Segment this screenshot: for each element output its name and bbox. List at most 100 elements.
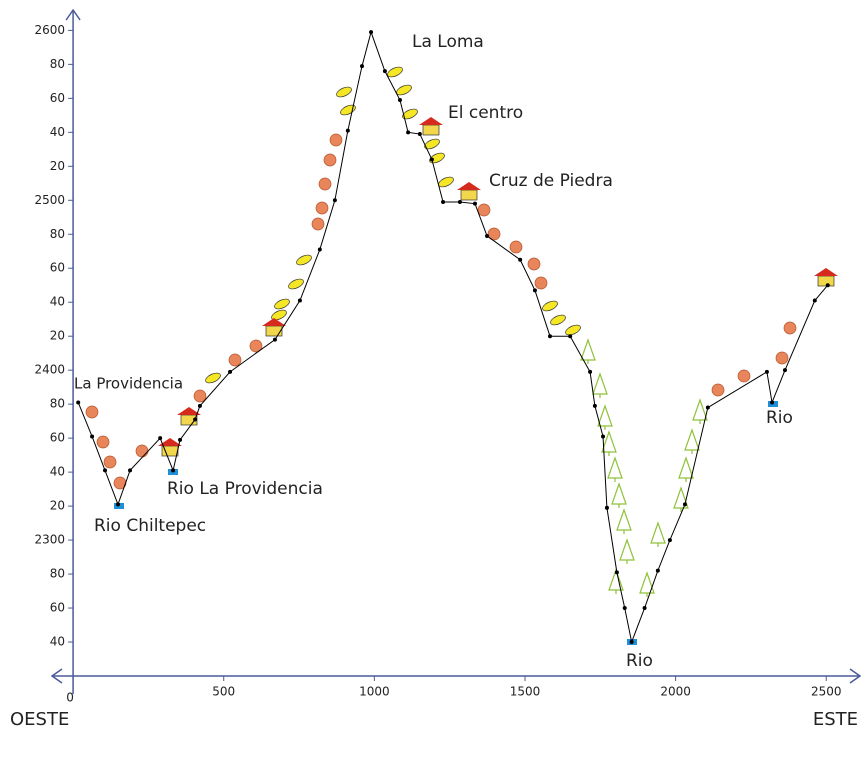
orange-icon (527, 257, 541, 271)
orange-icon (228, 353, 242, 367)
orange-icon (487, 227, 501, 241)
profile-point (547, 334, 552, 339)
profile-point (764, 369, 769, 374)
profile-point (382, 69, 387, 74)
x-tick-label: 0 (66, 691, 74, 705)
annotation: El centro (448, 103, 523, 123)
profile-point (197, 403, 202, 408)
y-tick-label: 20 (50, 499, 65, 513)
orange-icon (329, 133, 343, 147)
profile-point (568, 334, 573, 339)
tree-icon (601, 430, 617, 456)
tree-icon (611, 482, 627, 508)
pepper-icon (340, 104, 356, 116)
orange-icon (96, 435, 110, 449)
x-end-label: ESTE (813, 709, 858, 730)
y-tick-label: 40 (50, 295, 65, 309)
y-tick-label: 60 (50, 261, 65, 275)
profile-point (472, 201, 477, 206)
pepper-icon (274, 298, 290, 310)
house-roof (419, 117, 443, 125)
profile-point (103, 468, 108, 473)
profile-point (360, 64, 365, 69)
pepper-icon (296, 254, 312, 266)
house-icon (460, 189, 478, 201)
profile-point (397, 98, 402, 103)
profile-point (441, 199, 446, 204)
tree-icon (616, 508, 632, 534)
y-tick-label: 2600 (35, 23, 66, 37)
profile-point (158, 436, 163, 441)
orange-icon (534, 276, 548, 290)
profile-point (317, 247, 322, 252)
house-roof (177, 407, 201, 415)
profile-point (532, 288, 537, 293)
y-tick-label: 40 (50, 635, 65, 649)
profile-point (629, 640, 634, 645)
annotation: Rio Chiltepec (94, 516, 206, 536)
profile-point (705, 405, 710, 410)
y-tick-label: 40 (50, 465, 65, 479)
tree-icon (650, 521, 666, 547)
x-start-label: OESTE (10, 709, 69, 730)
profile-point (90, 434, 95, 439)
profile-point (518, 257, 523, 262)
annotation: Rio (626, 651, 653, 671)
annotation: La Loma (412, 32, 484, 52)
y-tick-label: 80 (50, 227, 65, 241)
profile-point (417, 132, 422, 137)
x-tick-label: 1000 (359, 685, 390, 699)
annotation: Rio (766, 408, 793, 428)
profile-point (604, 505, 609, 510)
tree-icon (692, 398, 708, 424)
profile-point (228, 369, 233, 374)
y-tick-label: 80 (50, 57, 65, 71)
profile-point (272, 337, 277, 342)
profile-point (345, 128, 350, 133)
orange-icon (103, 455, 117, 469)
orange-icon (477, 203, 491, 217)
profile-line (77, 30, 829, 644)
tree-icon (639, 571, 655, 597)
orange-icon (323, 153, 337, 167)
x-tick-label: 2000 (660, 685, 691, 699)
orange-icon (315, 201, 329, 215)
pepper-icon (387, 66, 403, 78)
profile-point (592, 403, 597, 408)
orange-icon (249, 339, 263, 353)
profile-point (682, 502, 687, 507)
orange-icon (737, 369, 751, 383)
profile-point (655, 568, 660, 573)
pepper-icon (336, 86, 352, 98)
tree-icon (592, 372, 608, 398)
profile-point (782, 368, 787, 373)
profile-point (457, 199, 462, 204)
profile-point (642, 606, 647, 611)
pepper-icon (550, 314, 566, 326)
x-tick-label: 1500 (510, 685, 541, 699)
y-tick-label: 40 (50, 125, 65, 139)
orange-icon (193, 389, 207, 403)
pepper-icon (542, 300, 558, 312)
orange-icon (509, 240, 523, 254)
y-tick-label: 2400 (35, 363, 66, 377)
profile-point (128, 468, 133, 473)
annotation: Rio La Providencia (167, 479, 323, 499)
pepper-icon (424, 138, 440, 150)
pepper-icon (288, 278, 304, 290)
profile-point (429, 157, 434, 162)
profile-point (601, 434, 606, 439)
pepper-icon (565, 324, 581, 336)
profile-point (297, 298, 302, 303)
profile-point (332, 198, 337, 203)
pepper-icon (271, 309, 287, 321)
orange-icon (775, 351, 789, 365)
pepper-icon (402, 108, 418, 120)
house-icon (422, 124, 440, 136)
profile-point (171, 468, 176, 473)
profile-point (76, 400, 81, 405)
tree-icon (608, 568, 624, 594)
profile-point (770, 400, 775, 405)
y-tick-label: 80 (50, 397, 65, 411)
